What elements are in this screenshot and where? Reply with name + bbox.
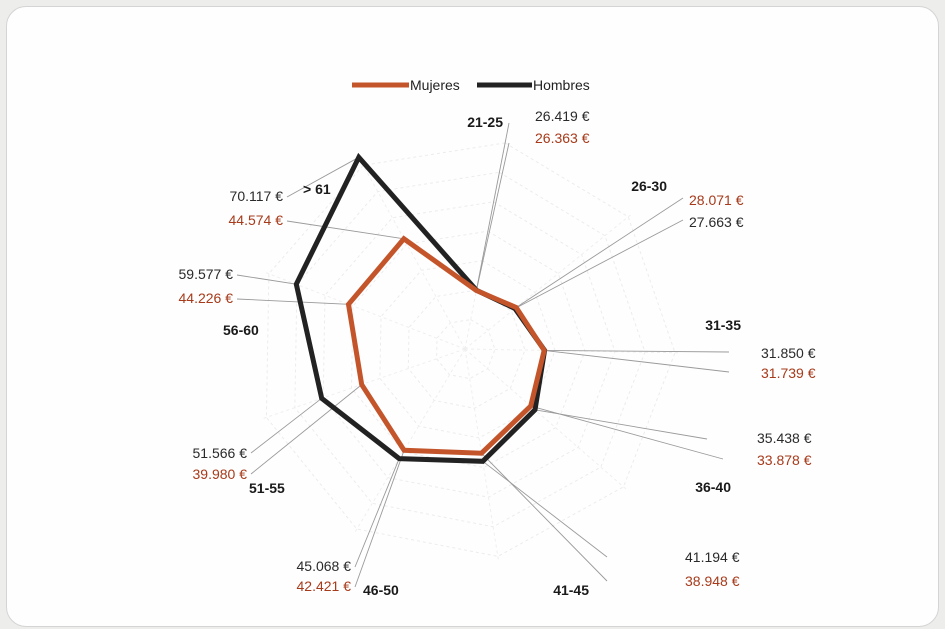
value-label-mujeres: 33.878 € xyxy=(757,452,812,468)
point-mujeres-2 xyxy=(542,348,546,352)
leader-hombres-6 xyxy=(250,397,322,454)
category-label: 26-30 xyxy=(631,178,667,194)
category-label: 36-40 xyxy=(695,479,731,495)
grid-ring xyxy=(407,289,526,409)
leader-hombres-3 xyxy=(534,409,708,440)
leader-hombres-2 xyxy=(544,349,730,353)
leader-hombres-5 xyxy=(354,458,400,568)
value-label-hombres: 41.194 € xyxy=(685,549,740,565)
value-label-mujeres: 28.071 € xyxy=(689,192,744,208)
value-label-mujeres: 42.421 € xyxy=(297,578,352,594)
leader-mujeres-1 xyxy=(515,197,684,308)
leader-mujeres-0 xyxy=(475,142,510,291)
point-hombres-4 xyxy=(481,459,485,463)
legend-hombres-label: Hombres xyxy=(533,77,590,93)
series-lines xyxy=(293,152,548,464)
value-label-mujeres: 44.574 € xyxy=(229,212,284,228)
point-hombres-7 xyxy=(294,282,298,286)
value-label-mujeres: 39.980 € xyxy=(193,466,248,482)
point-hombres-5 xyxy=(397,457,401,461)
point-mujeres-0 xyxy=(474,289,478,292)
radar-chart: 21-25 26-30 31-35 36-40 41-45 46-50 51-55 56-60… xyxy=(179,77,816,598)
leader-hombres-0 xyxy=(475,122,510,291)
point-hombres-3 xyxy=(533,408,537,412)
value-label-hombres: 31.850 € xyxy=(761,345,816,361)
grid-ring xyxy=(322,201,616,498)
point-mujeres-1 xyxy=(514,306,518,309)
point-hombres-6 xyxy=(320,396,324,400)
value-label-hombres: 35.438 € xyxy=(757,430,812,446)
leader-mujeres-4 xyxy=(481,452,608,582)
value-label-hombres: 27.663 € xyxy=(689,214,744,230)
point-mujeres-6 xyxy=(360,383,364,387)
series-hombres-line xyxy=(293,152,548,464)
value-label-mujeres: 38.948 € xyxy=(685,573,740,589)
value-label-hombres: 59.577 € xyxy=(179,266,234,282)
leader-mujeres-8 xyxy=(286,220,404,240)
value-label-mujeres: 26.363 € xyxy=(535,130,590,146)
category-label: 56-60 xyxy=(223,322,259,338)
series-mujeres-line xyxy=(345,235,547,456)
category-label: 51-55 xyxy=(249,480,285,496)
point-mujeres-5 xyxy=(402,448,406,452)
point-mujeres-4 xyxy=(480,451,483,455)
legend-mujeres-label: Mujeres xyxy=(410,77,460,93)
grid-ring xyxy=(350,230,586,469)
category-label: 21-25 xyxy=(467,114,503,130)
leader-mujeres-2 xyxy=(544,349,730,373)
grid-ring xyxy=(436,319,496,380)
point-mujeres-8 xyxy=(402,237,406,241)
grid-ring xyxy=(294,171,646,528)
value-label-hombres: 26.419 € xyxy=(535,108,590,124)
leader-lines xyxy=(236,122,730,588)
leader-mujeres-5 xyxy=(354,450,405,588)
category-labels: 21-25 26-30 31-35 36-40 41-45 46-50 51-55 56-60… xyxy=(223,114,741,598)
category-label: 46-50 xyxy=(363,582,399,598)
point-mujeres-3 xyxy=(529,404,533,408)
legend: Mujeres Hombres xyxy=(352,77,590,93)
value-labels: 26.419 € 26.363 € 27.663 € 28.071 € 31.850 €… xyxy=(179,108,816,594)
chart-card: 21-25 26-30 31-35 36-40 41-45 46-50 51-55 56-60… xyxy=(6,6,939,627)
point-mujeres-7 xyxy=(347,302,350,306)
grid-spoke xyxy=(360,160,466,350)
leader-hombres-4 xyxy=(482,460,608,558)
category-label: 41-45 xyxy=(553,582,589,598)
leader-hombres-7 xyxy=(236,274,297,285)
value-label-mujeres: 44.226 € xyxy=(179,290,234,306)
leader-hombres-8 xyxy=(286,156,360,198)
radar-grid xyxy=(261,137,681,562)
leader-hombres-1 xyxy=(514,219,684,309)
grid-spoke xyxy=(464,348,628,491)
leader-mujeres-3 xyxy=(530,405,724,460)
value-label-hombres: 70.117 € xyxy=(230,188,284,204)
value-label-mujeres: 31.739 € xyxy=(761,365,816,381)
category-label: 31-35 xyxy=(705,317,741,333)
value-label-hombres: 45.068 € xyxy=(297,558,352,574)
value-label-hombres: 51.566 € xyxy=(193,445,248,461)
leader-mujeres-7 xyxy=(236,298,349,305)
leader-mujeres-6 xyxy=(250,384,362,475)
grid-spoke xyxy=(353,348,466,534)
grid-ring xyxy=(379,260,556,439)
point-hombres-8 xyxy=(357,155,361,159)
category-label: > 61 xyxy=(303,181,331,197)
